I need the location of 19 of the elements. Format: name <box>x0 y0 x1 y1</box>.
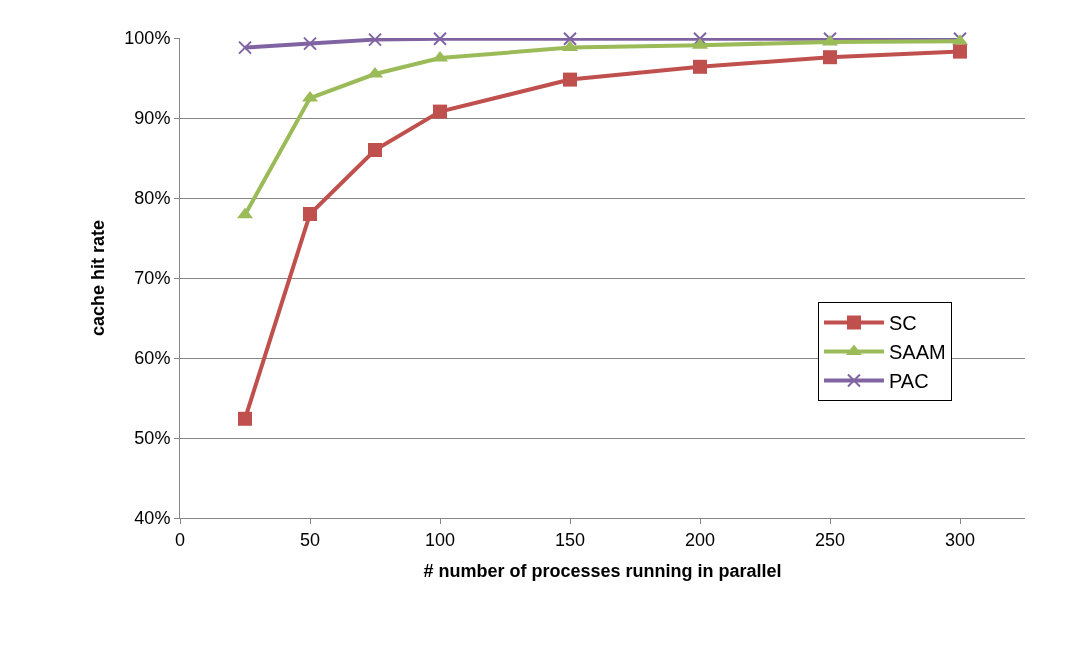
legend-label: SC <box>888 312 917 335</box>
y-tick-label: 40% <box>134 508 171 529</box>
x-tick-label: 150 <box>554 529 586 550</box>
x-tick-label: 50 <box>299 529 321 550</box>
x-tick-label: 250 <box>814 529 846 550</box>
y-axis-title: cache hit rate <box>87 219 108 337</box>
y-tick-label: 60% <box>134 348 171 369</box>
x-tick-label: 300 <box>944 529 976 550</box>
y-tick-label: 50% <box>134 428 171 449</box>
x-axis-title: # number of processes running in parallel <box>423 560 782 581</box>
y-tick-label: 70% <box>134 268 171 289</box>
x-tick-label: 0 <box>174 529 186 550</box>
y-tick-label: 100% <box>124 28 171 49</box>
x-tick-label: 200 <box>684 529 716 550</box>
x-tick-label: 100 <box>424 529 456 550</box>
legend-label: PAC <box>888 370 929 393</box>
y-tick-label: 80% <box>134 188 171 209</box>
legend-label: SAAM <box>888 341 946 364</box>
y-tick-label: 90% <box>134 108 171 129</box>
